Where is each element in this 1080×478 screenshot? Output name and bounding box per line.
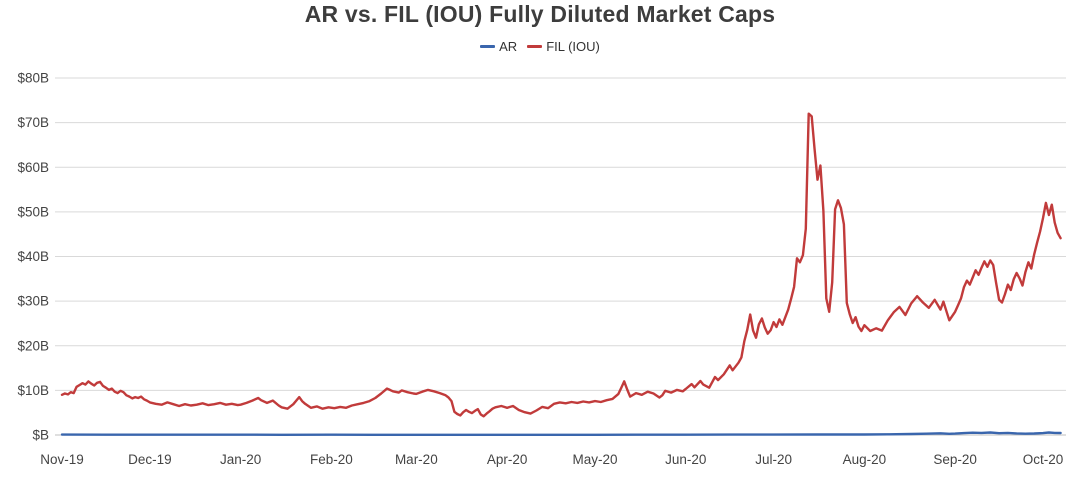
legend-swatch-icon <box>480 45 496 48</box>
chart-legend: AR FIL (IOU) <box>0 39 1080 54</box>
legend-item-fil-iou: FIL (IOU) <box>527 39 600 54</box>
x-tick-label: Nov-19 <box>40 452 84 467</box>
legend-label: AR <box>499 39 518 54</box>
x-tick-label: Jun-20 <box>665 452 706 467</box>
x-tick-label: Dec-19 <box>128 452 172 467</box>
x-tick-label: Jan-20 <box>220 452 261 467</box>
y-tick-label: $60B <box>17 160 49 175</box>
y-tick-label: $10B <box>17 383 49 398</box>
x-tick-label: Oct-20 <box>1023 452 1064 467</box>
y-tick-label: $70B <box>17 115 49 130</box>
legend-label: FIL (IOU) <box>546 39 600 54</box>
y-tick-label: $40B <box>17 249 49 264</box>
legend-swatch-icon <box>527 45 543 48</box>
series-line-fil-iou <box>60 112 1062 418</box>
x-tick-label: Jul-20 <box>755 452 792 467</box>
y-tick-label: $20B <box>17 338 49 353</box>
y-tick-label: $50B <box>17 204 49 219</box>
x-tick-label: May-20 <box>572 452 617 467</box>
legend-item-ar: AR <box>480 39 517 54</box>
x-tick-label: Apr-20 <box>487 452 528 467</box>
y-tick-label: $80B <box>17 71 49 86</box>
x-tick-label: Mar-20 <box>395 452 438 467</box>
series-line-ar <box>60 431 1062 436</box>
x-tick-label: Sep-20 <box>933 452 977 467</box>
y-tick-label: $30B <box>17 294 49 309</box>
y-tick-label: $B <box>32 428 49 443</box>
chart-title: AR vs. FIL (IOU) Fully Diluted Market Ca… <box>304 1 776 27</box>
x-tick-label: Aug-20 <box>843 452 887 467</box>
x-tick-label: Feb-20 <box>310 452 353 467</box>
